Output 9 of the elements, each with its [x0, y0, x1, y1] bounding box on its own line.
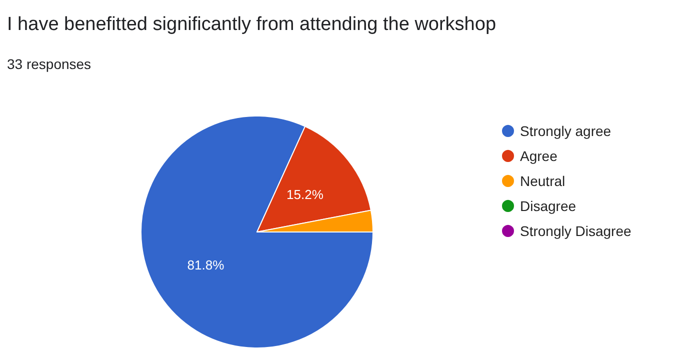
legend-label: Neutral	[520, 173, 566, 189]
legend-label: Strongly Disagree	[520, 223, 632, 239]
data-label: 81.8%	[187, 258, 225, 273]
legend-label: Agree	[520, 148, 558, 164]
legend-label: Disagree	[520, 198, 576, 214]
chart-title: I have benefitted significantly from attending the workshop	[7, 14, 496, 35]
chart-subtitle: 33 responses	[7, 56, 92, 72]
legend-label: Strongly agree	[520, 123, 612, 139]
data-label: 15.2%	[286, 186, 324, 202]
